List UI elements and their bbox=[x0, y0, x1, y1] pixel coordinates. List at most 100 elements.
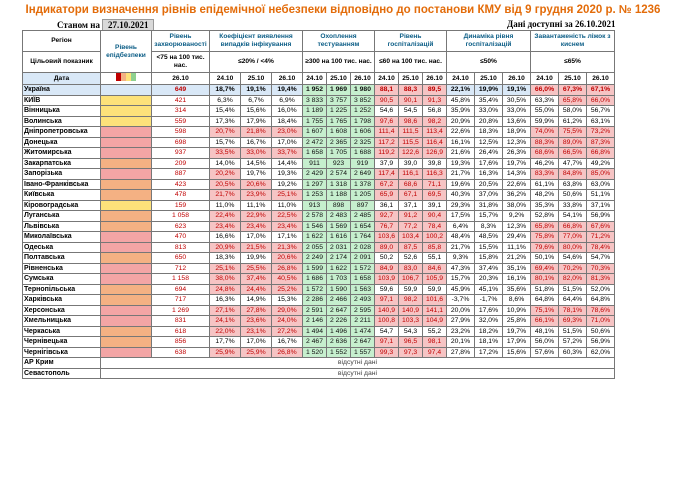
dynamics-value: 18,3% bbox=[474, 126, 503, 138]
dynamics-value: 20,0% bbox=[446, 304, 475, 316]
detection-value: 23,4% bbox=[209, 220, 241, 232]
dynamics-value: 16,3% bbox=[474, 168, 503, 180]
hosp-value: 111,4 bbox=[374, 126, 399, 138]
target-occupancy: ≤65% bbox=[530, 51, 615, 73]
occupancy-value: 52,8% bbox=[530, 210, 559, 222]
region-name: Київська bbox=[22, 189, 101, 201]
incidence-value: 649 bbox=[151, 84, 210, 96]
incidence-value: 694 bbox=[151, 283, 210, 295]
testing-value: 2 365 bbox=[326, 136, 351, 148]
occupancy-value: 89,0% bbox=[558, 136, 587, 148]
dynamics-value: 6,4% bbox=[446, 220, 475, 232]
dynamics-value: 21,7% bbox=[446, 241, 475, 253]
occupancy-value: 87,3% bbox=[586, 136, 615, 148]
date-header-cell: 25.10 bbox=[398, 72, 423, 85]
region-name: Чернівецька bbox=[22, 336, 101, 348]
epid-level-cell bbox=[100, 115, 152, 127]
detection-value: 19,2% bbox=[271, 178, 303, 190]
dynamics-value: 48,5% bbox=[474, 231, 503, 243]
hosp-value: 88,1 bbox=[374, 84, 399, 96]
detection-value: 14,0% bbox=[209, 157, 241, 169]
occupancy-value: 51,1% bbox=[586, 189, 615, 201]
testing-value: 3 833 bbox=[302, 94, 327, 106]
occupancy-value: 61,1% bbox=[530, 178, 559, 190]
dynamics-value: 30,5% bbox=[502, 94, 531, 106]
hosp-value: 39,0 bbox=[398, 157, 423, 169]
region-name: Луганська bbox=[22, 210, 101, 222]
occupancy-value: 82,0% bbox=[558, 273, 587, 285]
testing-value: 1 552 bbox=[326, 346, 351, 358]
incidence-value: 421 bbox=[151, 94, 210, 106]
dynamics-value: 17,6% bbox=[474, 304, 503, 316]
detection-value: 25,5% bbox=[240, 262, 272, 274]
occupancy-value: 88,3% bbox=[530, 136, 559, 148]
dynamics-value: 22,6% bbox=[446, 126, 475, 138]
testing-value: 2 466 bbox=[326, 294, 351, 306]
dynamics-value: 27,8% bbox=[446, 346, 475, 358]
testing-value: 897 bbox=[350, 199, 375, 211]
epid-level-cell bbox=[100, 283, 152, 295]
occupancy-value: 56,0% bbox=[530, 336, 559, 348]
occupancy-value: 35,3% bbox=[530, 199, 559, 211]
dynamics-value: 21,2% bbox=[502, 252, 531, 264]
testing-value: 1 188 bbox=[326, 189, 351, 201]
date-label: Дата bbox=[22, 72, 101, 85]
hosp-value: 39,1 bbox=[422, 199, 447, 211]
detection-value: 24,1% bbox=[209, 315, 241, 327]
dynamics-value: 22,1% bbox=[446, 84, 475, 96]
occupancy-value: 78,4% bbox=[586, 241, 615, 253]
detection-value: 23,1% bbox=[240, 325, 272, 337]
date-incidence: 26.10 bbox=[151, 72, 210, 85]
dynamics-value: 20,9% bbox=[446, 115, 475, 127]
table-row: Тернопільська 694 24,8% 24,4% 25,2% 1 572 1 59… bbox=[22, 283, 615, 295]
testing-value: 2 211 bbox=[350, 315, 375, 327]
occupancy-value: 50,6% bbox=[558, 189, 587, 201]
epid-level-cell bbox=[100, 262, 152, 274]
date-header-cell: 26.10 bbox=[422, 72, 447, 85]
detection-value: 22,9% bbox=[240, 210, 272, 222]
table-row: Вінницька 314 15,4% 15,6% 16,0% 1 189 1 225 1 2… bbox=[22, 105, 615, 117]
detection-value: 20,5% bbox=[209, 178, 241, 190]
table-row: Сумська 1 158 38,0% 37,4% 40,5% 1 686 1 703 1 6… bbox=[22, 273, 615, 285]
table-row: Чернігівська 638 25,9% 25,9% 26,8% 1 520 1 552… bbox=[22, 346, 615, 358]
testing-value: 2 493 bbox=[350, 294, 375, 306]
testing-value: 1 658 bbox=[350, 273, 375, 285]
incidence-value: 598 bbox=[151, 126, 210, 138]
detection-value: 15,7% bbox=[209, 136, 241, 148]
dynamics-value: 36,2% bbox=[502, 189, 531, 201]
page-title: Індикатори визначення рівнів епідемічної… bbox=[25, 4, 661, 16]
epid-level-cell bbox=[100, 241, 152, 253]
dynamics-value: 10,9% bbox=[502, 304, 531, 316]
testing-value: 2 028 bbox=[350, 241, 375, 253]
hosp-value: 140,9 bbox=[374, 304, 399, 316]
detection-value: 38,0% bbox=[209, 273, 241, 285]
occupancy-value: 59,9% bbox=[530, 115, 559, 127]
detection-value: 26,8% bbox=[271, 346, 303, 358]
as-of: Станом на 27.10.2021 bbox=[22, 19, 155, 31]
target-detection: ≤20% / <4% bbox=[209, 51, 303, 73]
date-header-cell: 24.10 bbox=[530, 72, 559, 85]
detection-value: 17,0% bbox=[240, 231, 272, 243]
hosp-value: 103,9 bbox=[374, 273, 399, 285]
hosp-value: 98,1 bbox=[422, 336, 447, 348]
hosp-value: 103,3 bbox=[398, 315, 423, 327]
hosp-value: 37,9 bbox=[374, 157, 399, 169]
testing-value: 1 252 bbox=[350, 105, 375, 117]
date-header-cell: 25.10 bbox=[474, 72, 503, 85]
date-header-cell: 25.10 bbox=[326, 72, 351, 85]
epid-level-cell bbox=[100, 231, 152, 243]
testing-value: 2 174 bbox=[326, 252, 351, 264]
occupancy-value: 50,1% bbox=[530, 252, 559, 264]
detection-value: 16,0% bbox=[271, 105, 303, 117]
indicators-table: Регіон Рівень епідбезпеки Рівень захворю… bbox=[22, 30, 615, 379]
table-row: Донецька 698 15,7% 16,7% 17,0% 2 472 2 365 2 32… bbox=[22, 136, 615, 148]
dynamics-value: 22,6% bbox=[502, 178, 531, 190]
table-row: КИЇВ 421 6,3% 6,7% 6,9% 3 833 3 757 3 852 90,5 90… bbox=[22, 94, 615, 106]
table-row: Харківська 717 16,3% 14,9% 15,3% 2 286 2 466 2 … bbox=[22, 294, 615, 306]
dynamics-value: 21,7% bbox=[446, 168, 475, 180]
detection-value: 22,4% bbox=[209, 210, 241, 222]
occupancy-value: 63,3% bbox=[530, 94, 559, 106]
detection-value: 19,3% bbox=[271, 168, 303, 180]
occupancy-value: 66,8% bbox=[558, 220, 587, 232]
hosp-value: 84,9 bbox=[374, 262, 399, 274]
